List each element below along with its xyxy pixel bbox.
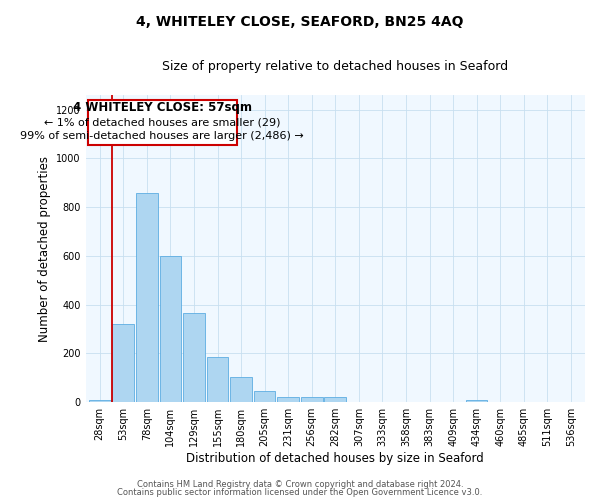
- Text: 4, WHITELEY CLOSE, SEAFORD, BN25 4AQ: 4, WHITELEY CLOSE, SEAFORD, BN25 4AQ: [136, 15, 464, 29]
- Bar: [160, 256, 181, 402]
- Bar: [183, 313, 205, 402]
- Bar: [89, 400, 110, 402]
- Text: 4 WHITELEY CLOSE: 57sqm: 4 WHITELEY CLOSE: 57sqm: [73, 102, 251, 114]
- Bar: [254, 390, 275, 402]
- Text: Contains HM Land Registry data © Crown copyright and database right 2024.: Contains HM Land Registry data © Crown c…: [137, 480, 463, 489]
- Y-axis label: Number of detached properties: Number of detached properties: [38, 156, 50, 342]
- Bar: [230, 376, 252, 402]
- Text: Contains public sector information licensed under the Open Government Licence v3: Contains public sector information licen…: [118, 488, 482, 497]
- Bar: [325, 398, 346, 402]
- Bar: [112, 324, 134, 402]
- Bar: [88, 100, 236, 145]
- Text: 99% of semi-detached houses are larger (2,486) →: 99% of semi-detached houses are larger (…: [20, 131, 304, 141]
- Bar: [277, 397, 299, 402]
- Bar: [301, 398, 323, 402]
- Bar: [206, 357, 229, 402]
- Text: ← 1% of detached houses are smaller (29): ← 1% of detached houses are smaller (29): [44, 118, 280, 128]
- Title: Size of property relative to detached houses in Seaford: Size of property relative to detached ho…: [162, 60, 508, 73]
- Bar: [466, 400, 487, 402]
- X-axis label: Distribution of detached houses by size in Seaford: Distribution of detached houses by size …: [187, 452, 484, 465]
- Bar: [136, 192, 158, 402]
